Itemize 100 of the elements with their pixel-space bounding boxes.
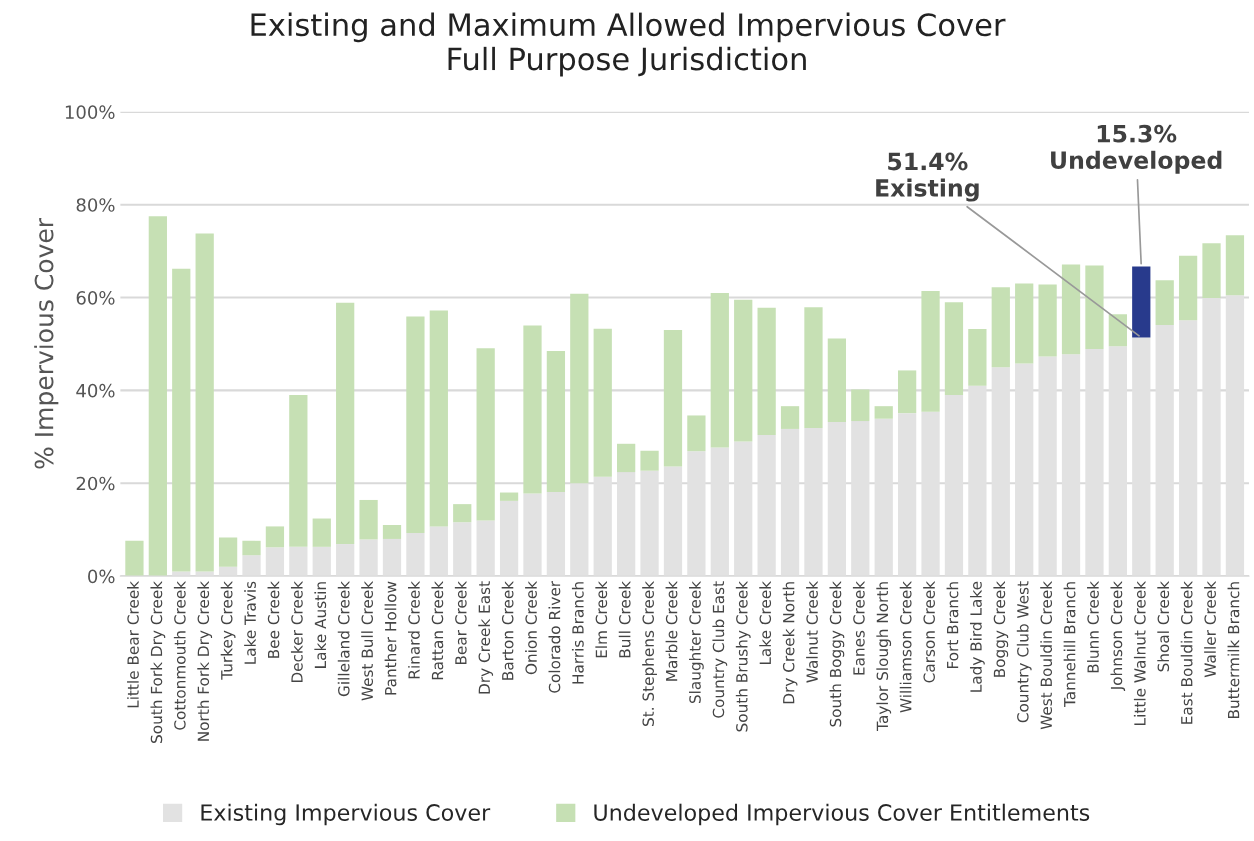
y-tick-label: 60%: [76, 291, 115, 305]
x-tick-label: Lake Travis: [244, 581, 256, 664]
bar: [265, 526, 285, 548]
bar: [125, 540, 144, 577]
bar: [546, 350, 566, 493]
bar: [476, 348, 495, 521]
bar: [1202, 243, 1221, 299]
x-tick-label: Eanes Creek: [852, 580, 865, 675]
bar: [710, 292, 729, 448]
legend-label: Undeveloped Impervious Cover Entitlements: [594, 803, 1090, 826]
x-tick-label: South Fork Dry Creek: [150, 580, 166, 743]
x-tick-label: Boggy Creek: [993, 581, 1009, 677]
bar: [148, 216, 167, 577]
bar: [336, 302, 355, 545]
x-tick-label: Country Club West: [1016, 581, 1032, 723]
x-tick-label: Dry Creek East: [478, 581, 494, 694]
bar: [944, 302, 964, 396]
x-tick-label: South Boggy Creek: [829, 580, 845, 727]
x-tick-label: Rinard Creek: [408, 580, 420, 679]
bar: [1225, 235, 1245, 296]
x-tick-label: Country Club East: [712, 581, 728, 718]
x-tick-label: Onion Creek: [525, 580, 537, 675]
x-tick-label: Barton Creek: [501, 580, 514, 680]
bar: [218, 537, 238, 567]
bar: [1155, 280, 1174, 325]
x-tick-label: Taylor Slough North: [876, 582, 892, 731]
y-tick-label: 40%: [76, 383, 115, 398]
bar: [406, 316, 425, 533]
bar: [453, 504, 472, 523]
x-tick-label: Williamson Creek: [899, 580, 912, 713]
chart-title: Existing and Maximum Allowed Impervious Cover Full Purpose Jurisdiction: [251, 12, 1006, 77]
x-tick-label: Tannehill Branch: [1063, 582, 1076, 708]
bar: [1178, 255, 1198, 321]
x-tick-label: West Bull Creek: [361, 580, 374, 701]
bar: [312, 518, 331, 547]
bar: [382, 525, 402, 539]
x-tick-label: Johnson Creek: [1110, 580, 1126, 692]
x-tick-label: Slaughter Creek: [689, 580, 704, 704]
x-tick-label: Colorado River: [548, 580, 561, 693]
bar: [523, 325, 542, 494]
bar: [195, 233, 214, 572]
bar: [1085, 265, 1104, 350]
bar: [640, 450, 659, 471]
bar: [242, 540, 261, 556]
x-tick-label: Bee Creek: [267, 580, 280, 658]
x-tick-label: Cottonmouth Creek: [173, 580, 186, 730]
bar: [897, 370, 917, 414]
x-tick-label: Decker Creek: [290, 580, 303, 683]
y-tick-label: 100%: [65, 105, 115, 119]
x-tick-label: Lake Creek: [759, 580, 772, 665]
x-tick-label: East Bouldin Creek: [1180, 580, 1193, 724]
bar: [359, 499, 378, 540]
x-tick-label: Carson Creek: [923, 580, 935, 683]
y-tick-label: 20%: [76, 476, 115, 491]
y-tick-label: 0%: [88, 569, 115, 584]
x-tick-label: Shoal Creek: [1157, 580, 1170, 672]
bar: [617, 443, 636, 473]
bar: [968, 329, 987, 386]
y-tick-label: 80%: [76, 198, 115, 212]
x-tick-label: West Bouldin Creek: [1040, 580, 1053, 730]
x-tick-label: Lake Austin: [314, 582, 327, 668]
x-tick-label: Blunn Creek: [1087, 580, 1099, 673]
bar: [734, 299, 753, 442]
bar: [1061, 264, 1081, 355]
x-tick-label: Marble Creek: [665, 580, 678, 681]
x-tick-label: St. Stephens Creek: [642, 580, 657, 726]
x-tick-label: Little Walnut Creek: [1133, 580, 1146, 725]
x-tick-label: Little Bear Creek: [127, 580, 139, 708]
legend-label: Existing Impervious Cover: [201, 803, 491, 826]
x-tick-label: Gilleland Creek: [337, 580, 350, 697]
x-tick-label: Rattan Creek: [431, 580, 444, 680]
bar: [289, 395, 308, 547]
x-tick-label: Fort Branch: [946, 582, 959, 669]
bar: [593, 328, 612, 477]
y-axis-title: % Impervious Cover: [34, 217, 59, 469]
bar: [874, 406, 893, 419]
bar: [429, 310, 448, 527]
x-tick-label: Dry Creek North: [782, 582, 798, 704]
bar: [851, 389, 870, 422]
x-tick-label: Lady Bird Lake: [969, 581, 985, 692]
annotation: 15.3% Undeveloped: [1051, 124, 1222, 174]
x-tick-label: Waller Creek: [1204, 580, 1216, 678]
annotation: 51.4% Existing: [876, 152, 979, 202]
x-tick-label: Buttermilk Branch: [1227, 582, 1240, 718]
x-tick-label: South Brushy Creek: [735, 580, 751, 732]
x-tick-label: Turkey Creek: [220, 580, 236, 680]
bar: [780, 406, 800, 429]
x-tick-label: Bull Creek: [618, 580, 631, 658]
bar: [757, 307, 776, 435]
bar: [1132, 266, 1151, 338]
bar: [1108, 314, 1127, 347]
bar: [172, 268, 191, 572]
bar: [1038, 284, 1057, 357]
x-tick-label: Bear Creek: [454, 580, 467, 665]
bar: [687, 415, 706, 452]
bar: [663, 330, 683, 467]
bar: [804, 307, 823, 428]
x-tick-label: Walnut Creek: [806, 580, 818, 683]
bar: [570, 293, 589, 484]
bar: [827, 338, 847, 422]
